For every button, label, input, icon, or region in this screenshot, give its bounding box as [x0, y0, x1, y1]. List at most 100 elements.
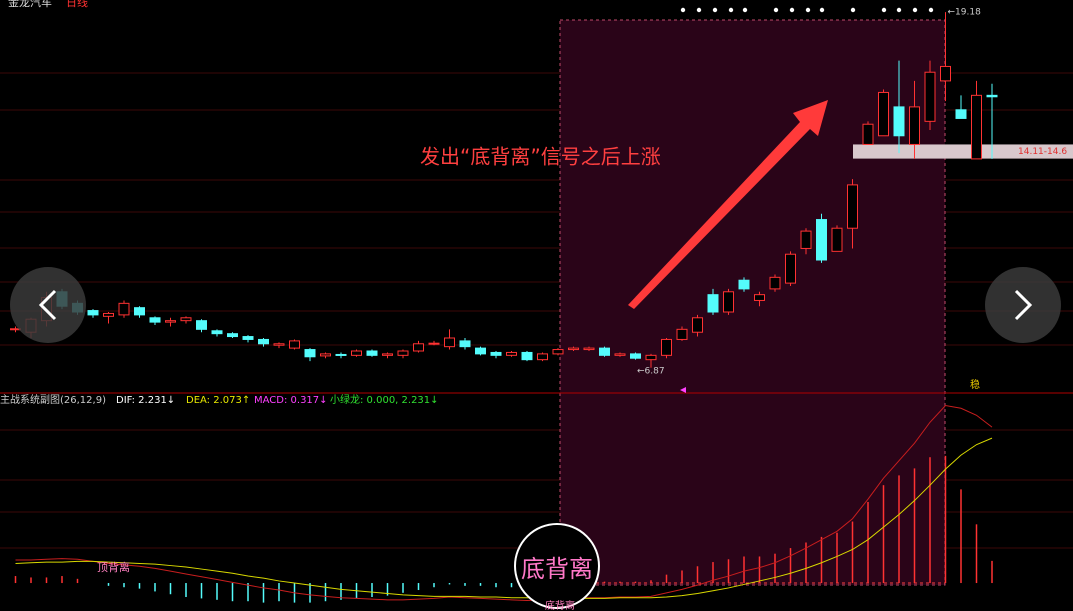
next-button-bg[interactable]: [985, 267, 1061, 343]
candle-body: [196, 320, 207, 330]
candle-body: [909, 106, 920, 145]
top-divergence: 顶背离: [97, 560, 130, 574]
prev-button[interactable]: [10, 267, 86, 343]
candle-body: [707, 294, 719, 313]
candle-body: [537, 353, 548, 361]
candle-body: [320, 353, 331, 357]
candle-body: [878, 91, 889, 137]
signal-dot: [819, 7, 825, 13]
candle-body: [847, 184, 858, 229]
signal-dot: [928, 7, 934, 13]
min-label: ←6.87: [637, 366, 665, 376]
candle-body: [738, 279, 750, 290]
candle-body: [304, 349, 316, 358]
max-label: ←19.18: [948, 8, 982, 18]
signal-dot: [850, 7, 856, 13]
candle-body: [924, 71, 936, 122]
legend-macd: MACD: 0.317↓: [254, 395, 328, 406]
candle-body: [583, 347, 595, 351]
prev-button-bg[interactable]: [10, 267, 86, 343]
trend-arrow: [628, 100, 828, 309]
candle-body: [490, 351, 502, 356]
signal-dot: [773, 7, 779, 13]
signal-dot: [896, 7, 902, 13]
signal-text: 稳: [970, 378, 980, 391]
legend-dea: DEA: 2.073↑: [186, 395, 250, 406]
band-label: 14.11-14.6: [1018, 147, 1067, 157]
bottom-divergence: 底背离: [521, 555, 593, 583]
candle-body: [227, 333, 238, 338]
candle-body: [785, 253, 796, 284]
candle-body: [335, 353, 347, 356]
candle-body: [149, 317, 161, 323]
top-signals: [680, 7, 934, 13]
bottom-divergence-small: 底背离: [545, 599, 575, 611]
candle-body: [986, 94, 998, 98]
candle-body: [568, 347, 579, 351]
annotation: 发出“底背离”信号之后上涨: [420, 145, 661, 169]
candle-body: [754, 294, 765, 301]
candle-body: [831, 227, 843, 252]
candle-body: [893, 106, 905, 137]
price-band: [853, 144, 1073, 159]
legend-dif: DIF: 2.231↓: [116, 395, 175, 406]
signal-dot: [805, 7, 811, 13]
candle-body: [971, 94, 982, 160]
candle-body: [521, 351, 533, 361]
candle-body: [397, 350, 409, 356]
candle-body: [645, 354, 657, 361]
macd-title: 主战系统副图(26,12,9): [0, 393, 106, 406]
macd-line: [15, 404, 993, 602]
signal-dot: [696, 7, 702, 13]
candle-body: [769, 276, 781, 290]
candle-body: [444, 337, 455, 348]
candle-body: [955, 109, 967, 119]
candle-body: [661, 338, 672, 356]
signal-dot: [680, 7, 686, 13]
period: 日线: [66, 0, 88, 9]
candle-body: [614, 353, 626, 356]
candle-body: [800, 230, 812, 249]
candle-body: [103, 312, 114, 317]
candle-body: [475, 347, 486, 355]
candle-body: [165, 320, 176, 323]
candle-body: [413, 343, 424, 352]
candle-body: [723, 291, 734, 313]
candle-body: [428, 342, 440, 345]
candle-body: [134, 307, 145, 316]
candle-body: [692, 317, 703, 333]
candle-body: [506, 351, 517, 356]
signal-dot: [728, 7, 734, 13]
candle-body: [289, 340, 300, 349]
candle-body: [676, 328, 688, 340]
signal-dot: [881, 7, 887, 13]
candle-body: [211, 330, 223, 335]
signal-dot: [789, 7, 795, 13]
candle-body: [180, 317, 192, 322]
signal-dot: [742, 7, 748, 13]
signal-dot: [912, 7, 918, 13]
legend-extra: 小绿龙: 0.000, 2.231↓: [330, 393, 439, 406]
candle-body: [258, 338, 269, 345]
marks: 14.11-14.6 ←19.18 ←6.87: [10, 8, 1073, 603]
candle-body: [862, 123, 874, 145]
candle-body: [940, 65, 951, 82]
signal-triangle: [680, 387, 686, 393]
candle-body: [599, 347, 610, 356]
next-button[interactable]: [985, 267, 1061, 343]
stock-name: 金龙汽车: [8, 0, 52, 9]
candle-body: [273, 343, 285, 346]
candle-body: [351, 350, 362, 356]
candle-body: [366, 350, 378, 356]
candle-body: [242, 336, 254, 340]
magnifier: [514, 523, 600, 609]
next-chevron: [1014, 289, 1033, 321]
candle-body: [630, 353, 641, 359]
macd-line: [15, 437, 993, 599]
candle-body: [87, 310, 99, 316]
candle-body: [459, 340, 471, 348]
signal-dot: [712, 7, 718, 13]
candle-body: [118, 302, 130, 316]
candle-body: [816, 219, 827, 261]
